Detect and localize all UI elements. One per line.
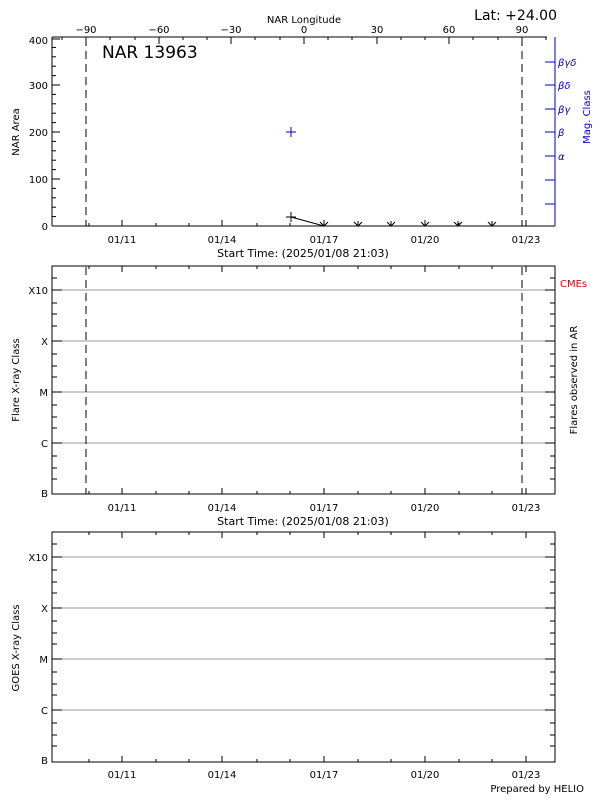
svg-text:01/14: 01/14 [208, 235, 237, 246]
svg-text:01/20: 01/20 [411, 770, 440, 781]
x-axis-label-panel1: Start Time: (2025/01/08 21:03) [217, 247, 389, 260]
svg-text:01/11: 01/11 [108, 770, 137, 781]
svg-text:01/23: 01/23 [512, 770, 541, 781]
svg-text:0: 0 [42, 222, 48, 233]
x-tick-labels-panel3: 01/11 01/14 01/17 01/20 01/23 [108, 770, 541, 781]
svg-text:300: 300 [29, 81, 48, 92]
x-tick-labels-panel1: 01/11 01/14 01/17 01/20 01/23 [108, 235, 541, 246]
svg-text:01/17: 01/17 [310, 503, 339, 514]
cme-label: CMEs [560, 279, 587, 290]
svg-text:01/11: 01/11 [108, 235, 137, 246]
latitude-label: Lat: +24.00 [474, 8, 557, 24]
svg-text:01/14: 01/14 [208, 770, 237, 781]
svg-text:M: M [39, 388, 48, 399]
svg-text:01/20: 01/20 [411, 503, 440, 514]
svg-text:100: 100 [29, 175, 48, 186]
region-label: NAR 13963 [102, 43, 198, 63]
svg-text:βγδ: βγδ [557, 58, 576, 69]
svg-text:30: 30 [371, 25, 384, 36]
svg-text:X10: X10 [28, 553, 48, 564]
svg-text:01/11: 01/11 [108, 503, 137, 514]
svg-text:M: M [39, 655, 48, 666]
area-series [286, 212, 497, 227]
svg-text:01/14: 01/14 [208, 503, 237, 514]
svg-text:β: β [557, 128, 565, 139]
y-axis-label-goes: GOES X-ray Class [11, 604, 22, 691]
svg-text:X10: X10 [28, 286, 48, 297]
x-tick-labels-panel2: 01/11 01/14 01/17 01/20 01/23 [108, 503, 541, 514]
x-axis-label-panel2: Start Time: (2025/01/08 21:03) [217, 515, 389, 528]
svg-text:60: 60 [443, 25, 456, 36]
svg-text:−90: −90 [75, 25, 96, 36]
svg-text:01/23: 01/23 [512, 235, 541, 246]
svg-text:C: C [41, 439, 48, 450]
credit-label: Prepared by HELIO [490, 784, 584, 795]
svg-text:βγ: βγ [557, 105, 571, 116]
svg-text:200: 200 [29, 128, 48, 139]
svg-text:B: B [41, 756, 48, 767]
mag-class-tick-labels: βγδ βδ βγ β α [557, 58, 576, 163]
y-axis-label-flare-class: Flare X-ray Class [11, 338, 22, 422]
svg-text:−30: −30 [220, 25, 241, 36]
top-axis-title: NAR Longitude [267, 15, 341, 26]
svg-text:B: B [41, 489, 48, 500]
svg-text:01/20: 01/20 [411, 235, 440, 246]
svg-text:βδ: βδ [557, 81, 571, 92]
svg-text:α: α [558, 152, 565, 163]
svg-text:90: 90 [516, 25, 529, 36]
svg-text:01/17: 01/17 [310, 235, 339, 246]
svg-text:01/23: 01/23 [512, 503, 541, 514]
panel-flare-class: X10 X M C B Flare X-ray Class Flares obs… [11, 265, 587, 528]
svg-text:400: 400 [29, 36, 48, 47]
y-axis-label-nar-area: NAR Area [11, 108, 22, 155]
svg-text:01/17: 01/17 [310, 770, 339, 781]
y-tick-labels-goes: X10 X M C B [28, 553, 48, 767]
y-axis-label-mag-class: Mag. Class [582, 90, 593, 144]
y-axis-label-flares-observed: Flares observed in AR [569, 326, 580, 435]
mag-class-point [286, 127, 296, 137]
y-tick-labels-area: 0 100 200 300 400 [29, 36, 48, 233]
svg-text:X: X [41, 604, 48, 615]
svg-text:−60: −60 [148, 25, 169, 36]
y-tick-labels-flare: X10 X M C B [28, 286, 48, 500]
svg-text:X: X [41, 337, 48, 348]
panel-nar-area: 0 100 200 300 400 NAR Area −90 −60 −30 [11, 8, 593, 260]
panel-goes-xray: X10 X M C B GOES X-ray Class 01/11 01/14… [11, 531, 556, 781]
svg-text:C: C [41, 706, 48, 717]
svg-text:0: 0 [301, 25, 307, 36]
top-longitude-tick-labels: −90 −60 −30 0 30 60 90 [75, 25, 528, 36]
